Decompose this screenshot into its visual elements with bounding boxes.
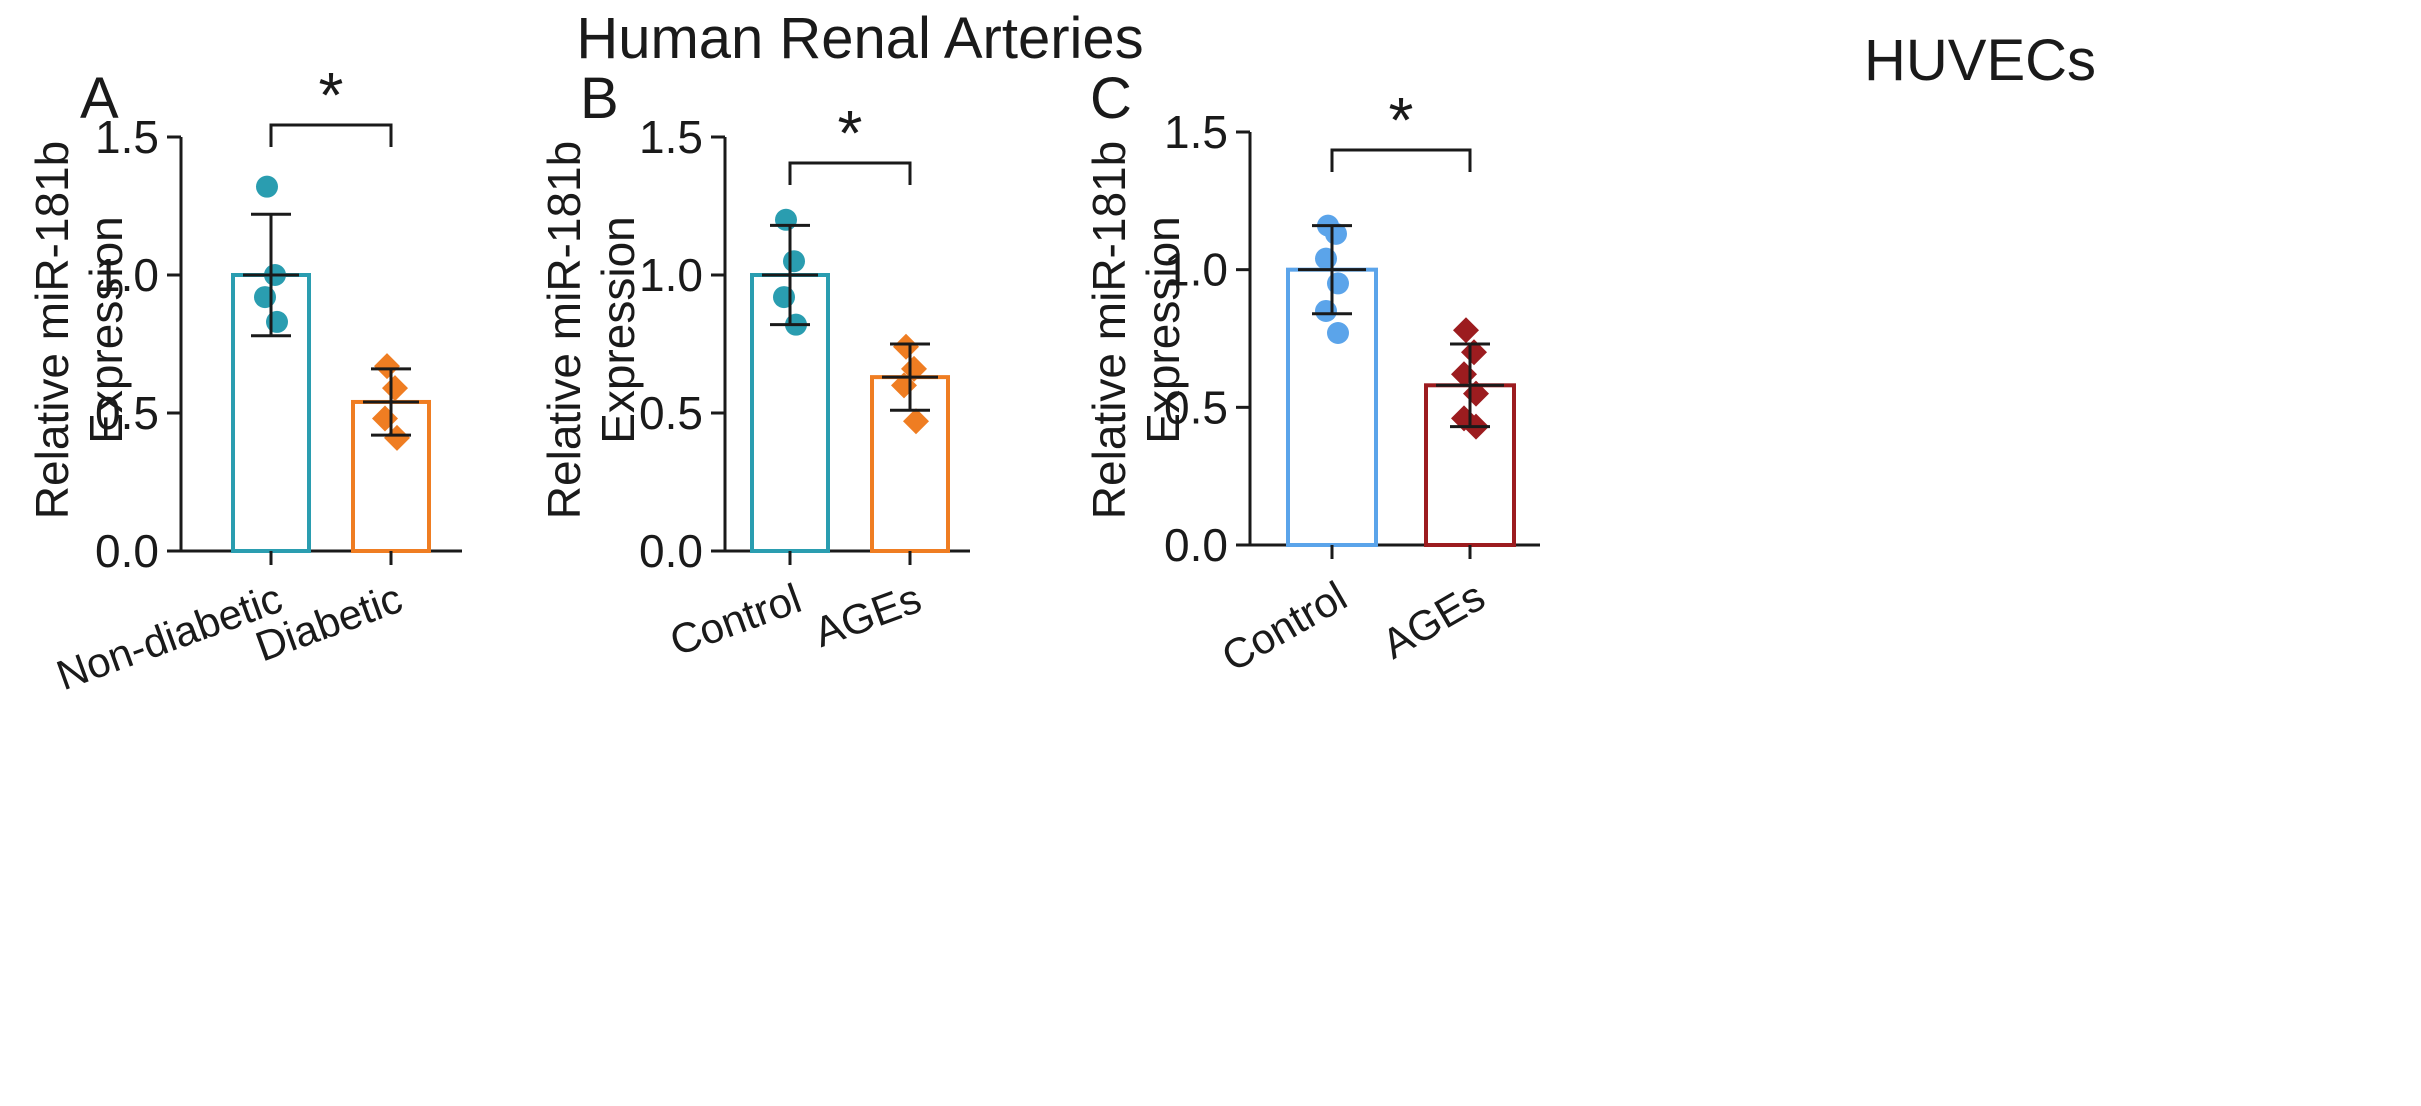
y-tick-label: 1.0 <box>639 249 703 301</box>
y-axis-label: Relative miR-181bExpression <box>26 141 132 519</box>
y-axis-label-line: Expression <box>80 216 132 444</box>
y-tick-label: 0.5 <box>639 387 703 439</box>
data-point <box>903 408 929 435</box>
data-point <box>374 353 400 380</box>
significance-asterisk: * <box>1389 84 1414 156</box>
y-tick-label: 0.5 <box>95 387 159 439</box>
y-axis-label-line: Relative miR-181b <box>538 141 590 519</box>
data-point <box>256 175 278 198</box>
group-title-renal: Human Renal Arteries <box>576 6 1143 71</box>
panel-letter: A <box>80 66 119 131</box>
y-axis-label: Relative miR-181bExpression <box>1083 141 1189 519</box>
y-tick-label: 0.0 <box>1164 519 1228 571</box>
panel-letter: B <box>580 66 619 131</box>
x-tick-label: Control <box>664 574 807 664</box>
significance-bracket <box>1330 148 1472 172</box>
data-point <box>266 310 288 333</box>
y-tick-label: 1.5 <box>95 111 159 163</box>
group-title-huvec: HUVECs <box>1864 28 2096 93</box>
data-point <box>1453 317 1479 344</box>
y-tick-label: 1.0 <box>1164 244 1228 296</box>
y-tick-label: 0.5 <box>1164 381 1228 433</box>
x-tick-label: Control <box>1214 572 1355 680</box>
data-point <box>773 286 795 309</box>
y-axis-label-line: Expression <box>1137 216 1189 444</box>
data-point <box>783 250 805 273</box>
data-point <box>254 286 276 309</box>
panel-b: B Relative miR-181bExpression 0.0 0.5 1.0 1.5… <box>538 66 970 665</box>
y-axis-label-line: Relative miR-181b <box>1083 141 1135 519</box>
data-point <box>384 424 410 451</box>
y-tick-label: 1.5 <box>639 111 703 163</box>
significance-bracket <box>788 161 912 185</box>
data-point <box>1315 247 1337 270</box>
data-point <box>372 405 398 432</box>
panel-letter: C <box>1090 66 1132 131</box>
x-tick-label: AGEs <box>808 574 927 656</box>
data-point <box>1461 339 1487 366</box>
y-tick-label: 1.5 <box>1164 106 1228 158</box>
significance-asterisk: * <box>838 97 863 169</box>
data-point <box>382 375 408 402</box>
data-point <box>1315 299 1337 322</box>
y-tick-label: 0.0 <box>95 525 159 577</box>
y-axis-label-line: Relative miR-181b <box>26 141 78 519</box>
significance-asterisk: * <box>319 59 344 131</box>
data-point <box>893 333 919 360</box>
data-point <box>901 355 927 382</box>
y-axis-label: Relative miR-181bExpression <box>538 141 644 519</box>
x-tick-label: AGEs <box>1374 572 1493 668</box>
y-tick-label: 1.0 <box>95 249 159 301</box>
y-axis-label-line: Expression <box>592 216 644 444</box>
data-point <box>1327 321 1349 344</box>
significance-bracket <box>269 123 393 147</box>
y-tick-label: 0.0 <box>639 525 703 577</box>
data-point <box>1327 272 1349 295</box>
data-point <box>775 208 797 231</box>
